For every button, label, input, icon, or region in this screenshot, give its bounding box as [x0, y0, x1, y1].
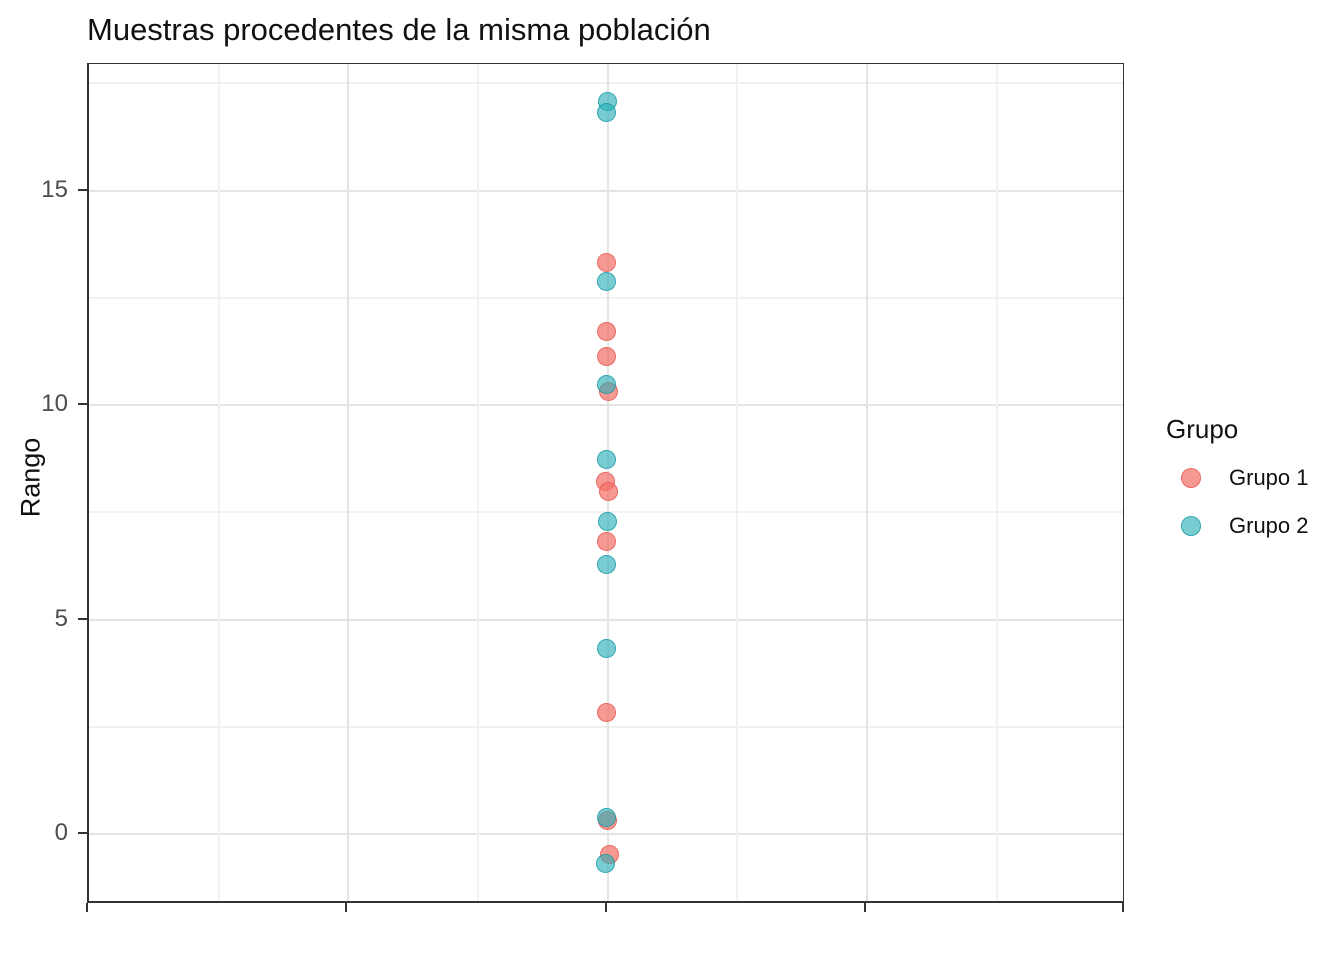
data-point	[597, 512, 617, 532]
y-tick-label: 15	[41, 175, 68, 203]
legend-swatch-grupo1	[1181, 468, 1201, 488]
gridline-x-minor	[217, 64, 220, 901]
data-point	[596, 531, 616, 551]
data-point	[596, 272, 616, 292]
data-point	[596, 252, 616, 272]
gridline-y-minor	[89, 296, 1123, 299]
gridline-y-minor	[89, 82, 1123, 85]
y-tick-label: 0	[54, 819, 68, 846]
legend-title: Grupo	[1166, 414, 1239, 444]
gridline-y-major	[89, 618, 1123, 621]
data-point	[596, 639, 616, 659]
gridline-y-minor	[89, 725, 1123, 728]
x-tick	[345, 903, 347, 912]
y-tick	[78, 188, 87, 191]
gridline-y-major	[89, 189, 1123, 192]
data-point	[596, 347, 616, 367]
data-point	[596, 555, 616, 575]
legend-item-grupo2: Grupo 2	[1166, 513, 1309, 538]
data-point	[596, 321, 616, 341]
y-tick	[78, 403, 87, 405]
gridline-x-major	[347, 64, 349, 901]
gridline-y-major	[89, 833, 1123, 835]
legend-item-label: Grupo 2	[1229, 513, 1309, 538]
gridline-x-minor	[736, 64, 739, 901]
chart-title: Muestras procedentes de la misma poblaci…	[87, 12, 711, 47]
data-point	[596, 375, 616, 395]
x-tick	[86, 903, 88, 912]
y-axis-title: Rango	[15, 437, 46, 518]
data-point	[596, 450, 616, 470]
y-tick	[78, 617, 87, 620]
x-tick	[1122, 903, 1124, 912]
legend-item-grupo1: Grupo 1	[1166, 465, 1309, 490]
data-point	[598, 482, 618, 502]
gridline-x-minor	[995, 64, 998, 901]
legend: Grupo Grupo 1 Grupo 2	[1166, 414, 1309, 563]
data-point	[596, 703, 616, 723]
legend-item-label: Grupo 1	[1229, 465, 1309, 490]
data-point	[596, 102, 616, 122]
data-point	[595, 853, 615, 873]
y-tick-label: 10	[41, 390, 68, 417]
x-tick	[864, 903, 866, 912]
y-tick	[78, 832, 87, 834]
gridline-y-major	[89, 404, 1123, 406]
gridline-x-minor	[476, 64, 479, 901]
gridline-x-major	[866, 64, 868, 901]
legend-swatch-grupo2	[1181, 516, 1201, 536]
y-tick-label: 5	[54, 604, 68, 632]
data-point	[596, 808, 616, 828]
gridline-y-minor	[89, 511, 1123, 514]
x-tick	[604, 903, 607, 912]
